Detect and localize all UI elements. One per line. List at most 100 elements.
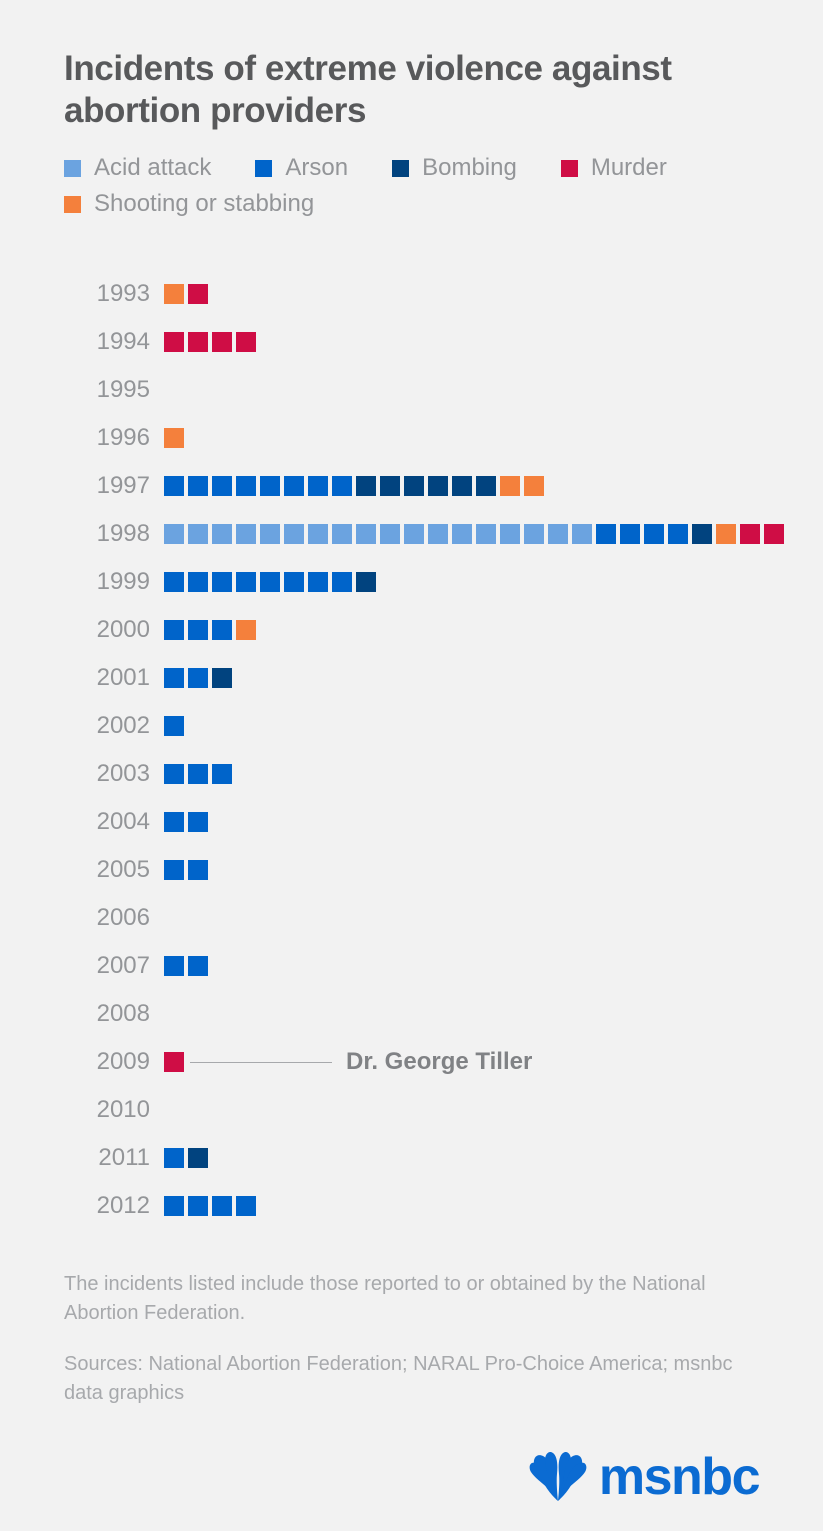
incident-cell-murder[interactable] bbox=[164, 1052, 184, 1072]
incident-cell-arson[interactable] bbox=[596, 524, 616, 544]
incident-cell-arson[interactable] bbox=[188, 572, 208, 592]
incident-cell-bombing[interactable] bbox=[380, 476, 400, 496]
incident-cell-arson[interactable] bbox=[308, 476, 328, 496]
incident-cell-arson[interactable] bbox=[644, 524, 664, 544]
incident-cell-murder[interactable] bbox=[188, 284, 208, 304]
footnote-sources: Sources: National Abortion Federation; N… bbox=[64, 1353, 733, 1404]
incident-cell-arson[interactable] bbox=[188, 764, 208, 784]
incident-cell-arson[interactable] bbox=[188, 812, 208, 832]
legend-item-acid-attack[interactable]: Acid attack bbox=[64, 154, 211, 182]
incident-cell-acid-attack[interactable] bbox=[308, 524, 328, 544]
msnbc-logo: msnbc bbox=[529, 1448, 761, 1506]
incident-cell-arson[interactable] bbox=[164, 668, 184, 688]
incident-cell-murder[interactable] bbox=[188, 332, 208, 352]
incident-cell-acid-attack[interactable] bbox=[380, 524, 400, 544]
incident-cell-arson[interactable] bbox=[164, 956, 184, 976]
incident-cell-bombing[interactable] bbox=[404, 476, 424, 496]
incident-cell-arson[interactable] bbox=[164, 812, 184, 832]
incident-cell-arson[interactable] bbox=[212, 620, 232, 640]
incident-cell-bombing[interactable] bbox=[212, 668, 232, 688]
incident-cell-acid-attack[interactable] bbox=[188, 524, 208, 544]
incident-cell-arson[interactable] bbox=[164, 1148, 184, 1168]
incident-cell-arson[interactable] bbox=[164, 620, 184, 640]
msnbc-wordmark: msnbc bbox=[598, 1448, 761, 1506]
incident-cell-arson[interactable] bbox=[188, 668, 208, 688]
incident-cell-arson[interactable] bbox=[164, 572, 184, 592]
incident-cell-arson[interactable] bbox=[164, 476, 184, 496]
incident-cell-arson[interactable] bbox=[668, 524, 688, 544]
legend-item-bombing[interactable]: Bombing bbox=[392, 154, 517, 182]
incident-cell-arson[interactable] bbox=[284, 476, 304, 496]
row-cells bbox=[164, 620, 260, 640]
row-year-label: 1997 bbox=[96, 472, 150, 499]
row-cells bbox=[164, 956, 212, 976]
incident-cell-acid-attack[interactable] bbox=[428, 524, 448, 544]
incident-cell-bombing[interactable] bbox=[188, 1148, 208, 1168]
incident-cell-arson[interactable] bbox=[188, 956, 208, 976]
incident-cell-arson[interactable] bbox=[212, 1196, 232, 1216]
incident-cell-arson[interactable] bbox=[332, 476, 352, 496]
incident-cell-arson[interactable] bbox=[188, 860, 208, 880]
incident-cell-bombing[interactable] bbox=[356, 572, 376, 592]
incident-cell-arson[interactable] bbox=[164, 1196, 184, 1216]
incident-cell-arson[interactable] bbox=[308, 572, 328, 592]
row-cells bbox=[164, 1196, 260, 1216]
incident-cell-acid-attack[interactable] bbox=[548, 524, 568, 544]
legend-item-murder[interactable]: Murder bbox=[560, 154, 667, 182]
incident-cell-arson[interactable] bbox=[164, 716, 184, 736]
incident-cell-acid-attack[interactable] bbox=[260, 524, 280, 544]
incident-cell-arson[interactable] bbox=[212, 764, 232, 784]
incident-cell-murder[interactable] bbox=[212, 332, 232, 352]
incident-cell-acid-attack[interactable] bbox=[404, 524, 424, 544]
chart-row: 2009 Dr. George Tiller bbox=[64, 1038, 759, 1086]
incident-cell-arson[interactable] bbox=[332, 572, 352, 592]
incident-cell-arson[interactable] bbox=[260, 572, 280, 592]
incident-cell-shooting-or-stabbing[interactable] bbox=[716, 524, 736, 544]
incident-cell-arson[interactable] bbox=[236, 572, 256, 592]
incident-cell-acid-attack[interactable] bbox=[500, 524, 520, 544]
incident-cell-acid-attack[interactable] bbox=[524, 524, 544, 544]
incident-cell-murder[interactable] bbox=[236, 332, 256, 352]
chart-row: 1994 bbox=[64, 318, 759, 366]
legend-label: Bombing bbox=[422, 154, 517, 181]
row-year-label: 2000 bbox=[96, 616, 150, 643]
incident-cell-shooting-or-stabbing[interactable] bbox=[236, 620, 256, 640]
incident-cell-arson[interactable] bbox=[212, 476, 232, 496]
incident-cell-acid-attack[interactable] bbox=[236, 524, 256, 544]
legend-item-shooting-or-stabbing[interactable]: Shooting or stabbing bbox=[64, 190, 314, 218]
incident-cell-arson[interactable] bbox=[164, 764, 184, 784]
incident-cell-arson[interactable] bbox=[164, 860, 184, 880]
incident-cell-arson[interactable] bbox=[236, 476, 256, 496]
incident-cell-murder[interactable] bbox=[764, 524, 784, 544]
incident-cell-arson[interactable] bbox=[260, 476, 280, 496]
incident-cell-arson[interactable] bbox=[284, 572, 304, 592]
incident-cell-acid-attack[interactable] bbox=[164, 524, 184, 544]
incident-cell-shooting-or-stabbing[interactable] bbox=[524, 476, 544, 496]
incident-cell-shooting-or-stabbing[interactable] bbox=[164, 428, 184, 448]
incident-cell-arson[interactable] bbox=[212, 572, 232, 592]
incident-cell-acid-attack[interactable] bbox=[284, 524, 304, 544]
incident-cell-acid-attack[interactable] bbox=[572, 524, 592, 544]
incident-cell-arson[interactable] bbox=[236, 1196, 256, 1216]
incident-cell-shooting-or-stabbing[interactable] bbox=[500, 476, 520, 496]
incident-cell-murder[interactable] bbox=[164, 332, 184, 352]
incident-cell-acid-attack[interactable] bbox=[356, 524, 376, 544]
incident-cell-acid-attack[interactable] bbox=[452, 524, 472, 544]
incident-cell-bombing[interactable] bbox=[692, 524, 712, 544]
incident-cell-acid-attack[interactable] bbox=[476, 524, 496, 544]
incident-cell-arson[interactable] bbox=[188, 1196, 208, 1216]
incident-cell-acid-attack[interactable] bbox=[332, 524, 352, 544]
incident-cell-arson[interactable] bbox=[188, 476, 208, 496]
incident-cell-murder[interactable] bbox=[740, 524, 760, 544]
incident-cell-acid-attack[interactable] bbox=[212, 524, 232, 544]
incident-cell-bombing[interactable] bbox=[452, 476, 472, 496]
annotation-leader-line bbox=[190, 1061, 332, 1063]
incident-cell-bombing[interactable] bbox=[428, 476, 448, 496]
legend-item-arson[interactable]: Arson bbox=[255, 154, 348, 182]
incident-cell-arson[interactable] bbox=[188, 620, 208, 640]
peacock-icon bbox=[529, 1451, 587, 1501]
incident-cell-bombing[interactable] bbox=[476, 476, 496, 496]
incident-cell-arson[interactable] bbox=[620, 524, 640, 544]
incident-cell-shooting-or-stabbing[interactable] bbox=[164, 284, 184, 304]
incident-cell-bombing[interactable] bbox=[356, 476, 376, 496]
